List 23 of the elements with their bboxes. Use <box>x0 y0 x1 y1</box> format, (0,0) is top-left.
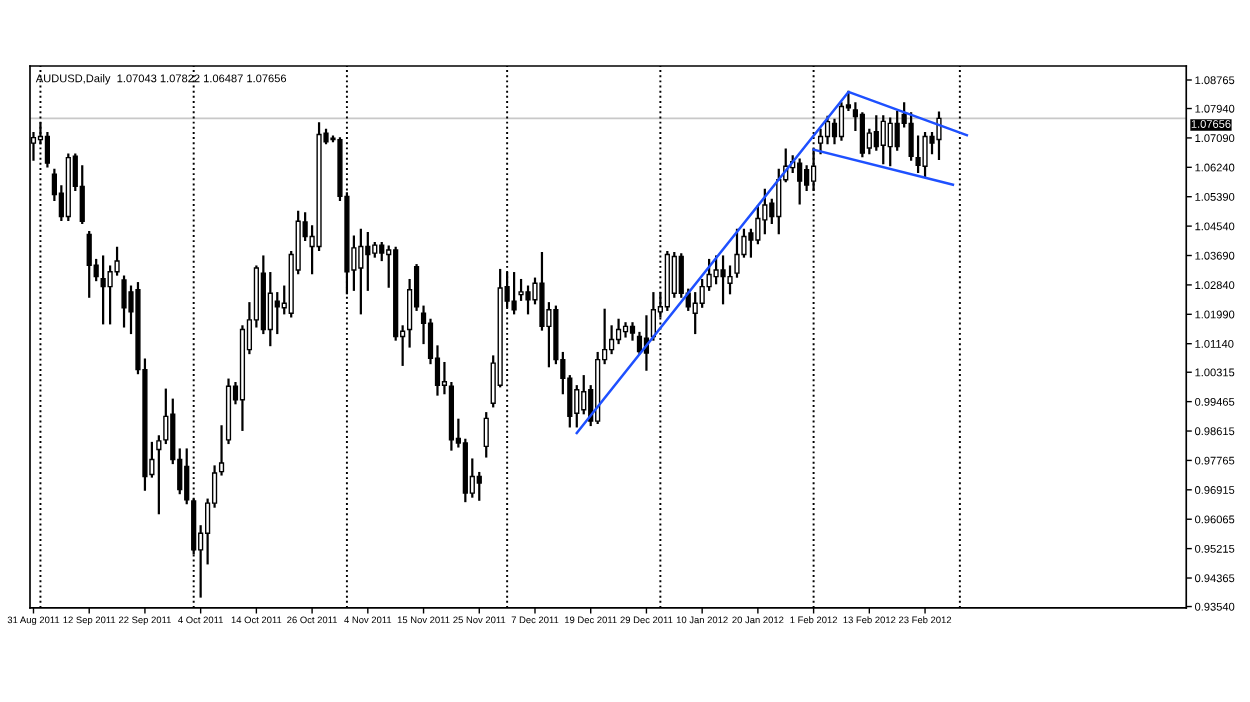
candlestick <box>838 102 845 141</box>
candlestick <box>581 375 587 415</box>
candlestick <box>720 255 726 305</box>
candlestick <box>358 228 364 315</box>
candlestick <box>274 292 280 335</box>
candlestick <box>86 230 92 298</box>
candlestick <box>267 272 273 347</box>
candlestick <box>483 412 489 458</box>
candlestick <box>797 158 803 205</box>
candlestick <box>100 255 106 325</box>
candlestick <box>121 275 127 328</box>
candlestick <box>880 115 886 165</box>
candlestick <box>476 471 482 501</box>
candlestick <box>776 168 782 235</box>
candlestick <box>365 231 371 291</box>
candlestick <box>936 111 942 160</box>
candlestick <box>574 385 580 428</box>
candlestick <box>887 117 893 167</box>
candlestick <box>525 285 531 315</box>
candlestick <box>622 322 629 338</box>
candlestick <box>894 110 900 151</box>
candlestick <box>922 131 928 178</box>
candlestick <box>713 255 719 285</box>
